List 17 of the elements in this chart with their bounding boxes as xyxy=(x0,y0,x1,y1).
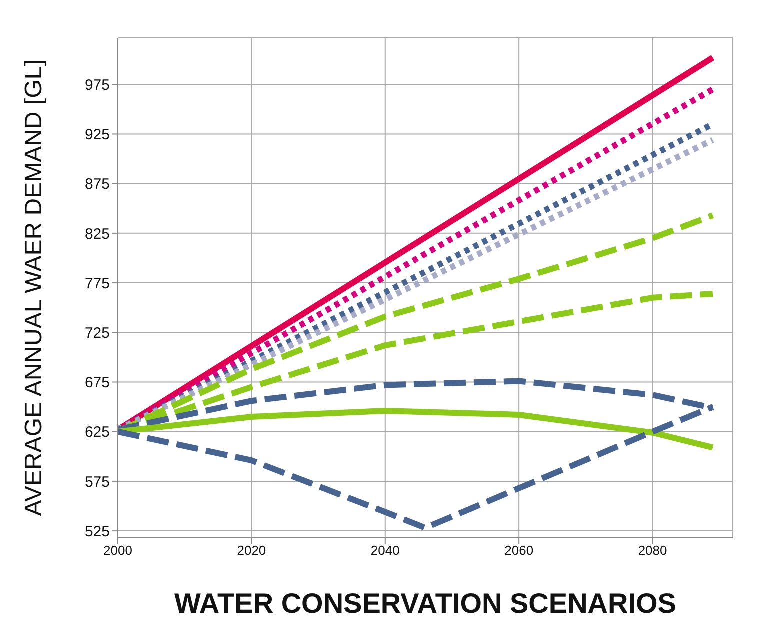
x-tick-label: 2000 xyxy=(104,543,132,558)
y-tick-label: 875 xyxy=(84,176,110,194)
x-axis-title: WATER CONSERVATION SCENARIOS xyxy=(174,588,676,619)
x-tick-label: 2040 xyxy=(370,543,400,558)
y-tick-label: 625 xyxy=(84,424,110,442)
x-tick-label: 2080 xyxy=(638,543,668,558)
x-tick-label: 2060 xyxy=(504,543,534,558)
y-tick-label: 775 xyxy=(84,275,110,292)
x-tick-label: 2020 xyxy=(237,543,266,558)
y-tick-label: 525 xyxy=(84,523,110,540)
y-axis-title: AVERAGE ANNUAL WAER DEMAND [GL] xyxy=(20,60,48,516)
y-tick-label: 575 xyxy=(84,474,110,491)
y-tick-label: 975 xyxy=(84,76,110,94)
y-tick-label: 725 xyxy=(84,324,110,342)
y-tick-label: 825 xyxy=(84,226,110,243)
y-tick-label: 925 xyxy=(84,126,110,144)
y-tick-label: 675 xyxy=(84,374,110,392)
